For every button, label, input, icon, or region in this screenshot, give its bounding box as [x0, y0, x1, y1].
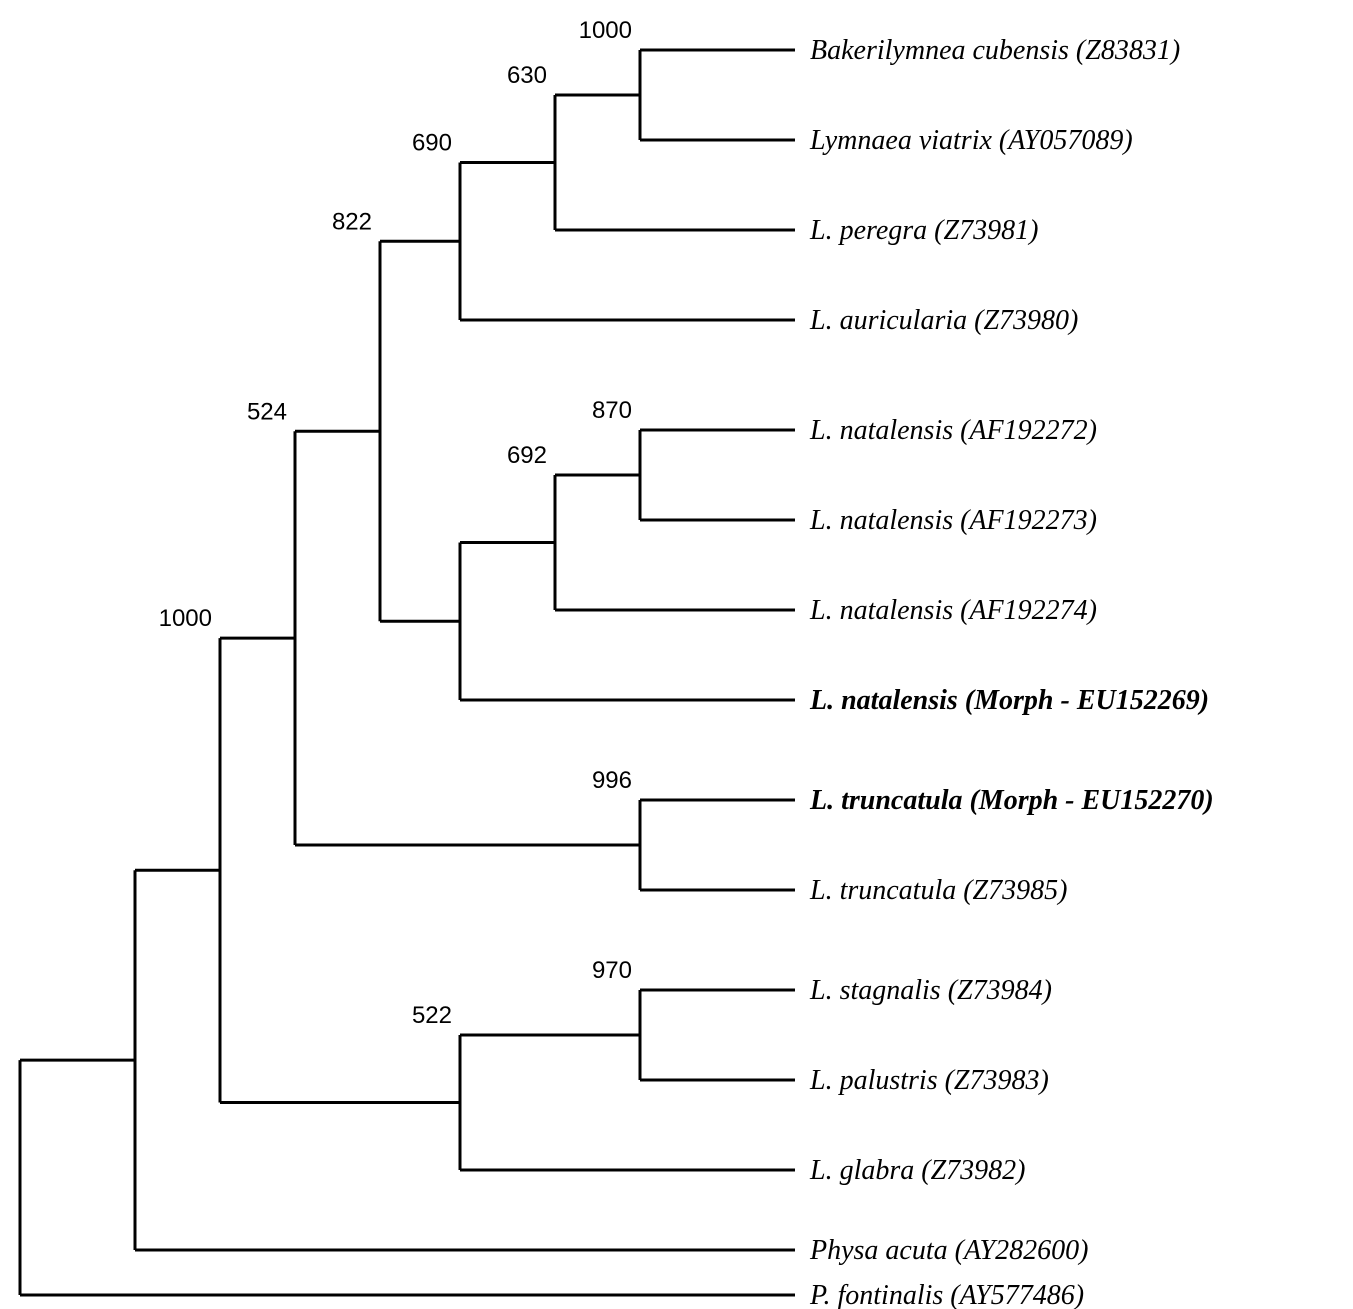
bootstrap-value: 970 — [592, 957, 632, 984]
bootstrap-value: 996 — [592, 767, 632, 794]
bootstrap-value: 692 — [507, 442, 547, 469]
taxon-label: L. peregra (Z73981) — [809, 215, 1038, 246]
taxon-label: L. auricularia (Z73980) — [809, 305, 1078, 336]
bootstrap-value: 870 — [592, 397, 632, 424]
taxon-label: L. truncatula (Morph - EU152270) — [809, 785, 1214, 816]
bootstrap-value: 630 — [507, 62, 547, 89]
phylogenetic-tree: 1000 630 690 870 692 822 996 524 970 522 1000 Baker… — [0, 0, 1353, 1309]
taxon-label: L. natalensis (AF192273) — [809, 505, 1097, 536]
taxon-label: L. glabra (Z73982) — [809, 1155, 1025, 1186]
bootstrap-value: 1000 — [579, 17, 632, 44]
taxon-label: L. palustris (Z73983) — [809, 1065, 1049, 1096]
bootstrap-value: 1000 — [159, 605, 212, 632]
taxon-label: Lymnaea viatrix (AY057089) — [809, 125, 1133, 156]
taxon-label: L. stagnalis (Z73984) — [809, 975, 1052, 1006]
taxon-label: L. natalensis (AF192272) — [809, 415, 1097, 446]
taxon-label: L. natalensis (AF192274) — [809, 595, 1097, 626]
bootstrap-value: 522 — [412, 1002, 452, 1029]
taxon-label: L. truncatula (Z73985) — [809, 875, 1067, 906]
taxon-label: Physa acuta (AY282600) — [809, 1235, 1088, 1266]
taxon-label: Bakerilymnea cubensis (Z83831) — [810, 35, 1180, 66]
bootstrap-value: 822 — [332, 208, 372, 235]
taxon-label: P. fontinalis (AY577486) — [809, 1280, 1084, 1309]
bootstrap-value: 524 — [247, 398, 287, 425]
taxon-label: L. natalensis (Morph - EU152269) — [809, 685, 1209, 716]
bootstrap-value: 690 — [412, 130, 452, 157]
